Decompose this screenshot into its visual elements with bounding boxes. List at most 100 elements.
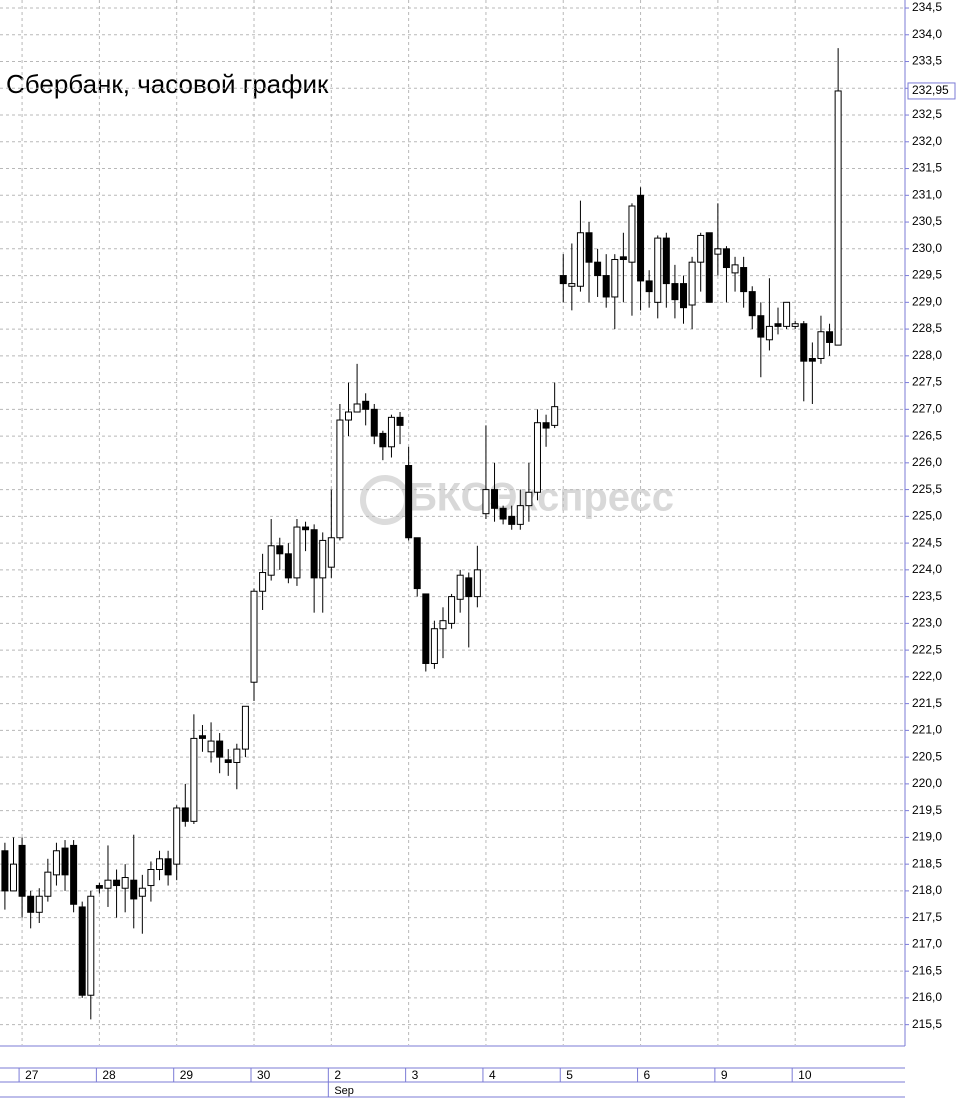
candle-body: [456, 574, 464, 600]
x-tick-label: 28: [102, 1068, 116, 1082]
candle-body: [216, 740, 224, 758]
candle-body: [241, 705, 249, 750]
candle-body: [113, 879, 121, 887]
x-tick-label: 3: [412, 1068, 419, 1082]
y-tick-label: 220,5: [912, 749, 942, 763]
candle-body: [327, 537, 335, 568]
candle-body: [473, 569, 481, 598]
candle-body: [259, 572, 267, 592]
candle-body: [705, 232, 713, 303]
y-tick-label: 231,0: [912, 187, 942, 201]
y-tick-label: 219,0: [912, 830, 942, 844]
candle-body: [533, 422, 541, 493]
y-tick-label: 234,5: [912, 0, 942, 14]
candle-body: [387, 416, 395, 448]
candle-body: [44, 871, 52, 897]
y-tick-label: 216,5: [912, 963, 942, 977]
candle-body: [147, 868, 155, 887]
candle-body: [379, 432, 387, 448]
y-tick-label: 218,5: [912, 856, 942, 870]
candle-body: [233, 748, 241, 763]
y-tick-label: 217,5: [912, 910, 942, 924]
candle-body: [78, 906, 86, 996]
x-tick-label: 9: [721, 1068, 728, 1082]
candle-body: [190, 737, 198, 822]
candle-body: [413, 537, 421, 590]
x-tick-label: 10: [798, 1068, 812, 1082]
candle-body: [267, 545, 275, 576]
candle-body: [826, 331, 834, 343]
candle-body: [396, 416, 404, 426]
candle-body: [654, 237, 662, 303]
candle-body: [568, 283, 576, 287]
y-tick-label: 229,0: [912, 294, 942, 308]
candle-body: [1, 850, 9, 892]
y-tick-label: 228,0: [912, 348, 942, 362]
candle-body: [491, 489, 499, 509]
candle-body: [619, 256, 627, 261]
y-tick-label: 223,5: [912, 589, 942, 603]
candle-body: [35, 895, 43, 913]
candle-body: [602, 275, 610, 298]
y-tick-label: 226,5: [912, 428, 942, 442]
candle-body: [310, 529, 318, 579]
candle-body: [164, 858, 172, 876]
y-tick-label: 217,0: [912, 937, 942, 951]
candle-body: [198, 735, 206, 739]
candle-body: [95, 885, 103, 889]
candle-body: [302, 526, 310, 531]
x-tick-label: 6: [644, 1068, 651, 1082]
y-tick-label: 229,5: [912, 268, 942, 282]
candle-body: [714, 248, 722, 255]
y-tick-label: 221,5: [912, 696, 942, 710]
x-tick-label: 29: [180, 1068, 194, 1082]
candle-body: [499, 507, 507, 520]
candle-body: [662, 237, 670, 285]
candle-body: [525, 491, 533, 507]
x-tick-label: 4: [489, 1068, 496, 1082]
candle-body: [628, 205, 636, 263]
candle-body: [353, 403, 361, 413]
candle-body: [542, 422, 550, 429]
y-tick-label: 233,5: [912, 54, 942, 68]
x-tick-label: 2: [334, 1068, 341, 1082]
candle-body: [576, 232, 584, 287]
watermark-logo: [360, 475, 410, 525]
last-price-box: [907, 82, 956, 100]
candle-body: [439, 620, 447, 630]
candle-body: [121, 877, 129, 889]
candle-body: [482, 489, 490, 515]
chart-title: Сбербанк, часовой график: [6, 69, 329, 99]
y-tick-label: 225,0: [912, 509, 942, 523]
candle-body: [697, 234, 705, 263]
y-tick-label: 224,0: [912, 562, 942, 576]
candle-body: [551, 406, 559, 426]
candle-body: [559, 275, 567, 285]
candle-body: [448, 596, 456, 624]
candle-body: [774, 323, 782, 327]
candle-body: [508, 515, 516, 525]
candle-body: [345, 411, 352, 421]
candle-body: [18, 844, 26, 897]
candle-body: [130, 879, 138, 900]
y-tick-label: 219,5: [912, 803, 942, 817]
last-price-label: 232,95: [912, 83, 949, 97]
x-tick-label: 5: [566, 1068, 573, 1082]
candle-body: [27, 895, 35, 913]
candle-body: [637, 194, 645, 282]
month-label: Sep: [334, 1085, 354, 1097]
y-tick-label: 231,5: [912, 161, 942, 175]
candle-body: [61, 847, 69, 876]
candle-body: [422, 593, 430, 664]
candle-body: [276, 545, 284, 555]
y-tick-label: 222,0: [912, 669, 942, 683]
candle-body: [645, 280, 653, 293]
y-tick-label: 230,0: [912, 241, 942, 255]
candle-body: [181, 807, 189, 822]
candle-body: [611, 259, 619, 298]
candle-body: [430, 628, 438, 664]
candle-body: [817, 331, 825, 359]
candle-body: [370, 408, 378, 437]
